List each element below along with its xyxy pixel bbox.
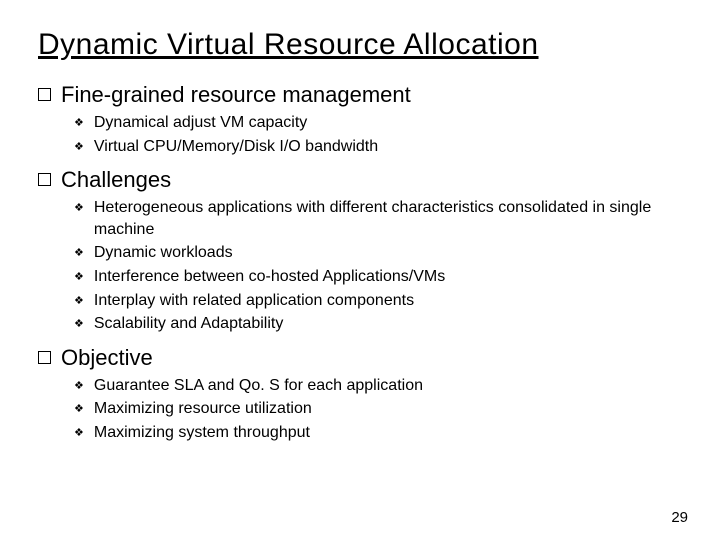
section-heading: Fine-grained resource management (61, 82, 411, 108)
diamond-bullet-icon: ❖ (74, 201, 84, 216)
item-text: Dynamic workloads (94, 242, 233, 264)
sub-list: ❖ Guarantee SLA and Qo. S for each appli… (74, 375, 682, 444)
square-bullet-icon (38, 173, 51, 186)
item-text: Maximizing resource utilization (94, 398, 312, 420)
diamond-bullet-icon: ❖ (74, 116, 84, 131)
item-text: Scalability and Adaptability (94, 313, 283, 335)
section-0: Fine-grained resource management ❖ Dynam… (38, 82, 682, 157)
section-header: Objective (38, 345, 682, 371)
item-text: Interference between co-hosted Applicati… (94, 266, 445, 288)
item-text: Dynamical adjust VM capacity (94, 112, 307, 134)
diamond-bullet-icon: ❖ (74, 246, 84, 261)
list-item: ❖ Maximizing resource utilization (74, 398, 682, 420)
list-item: ❖ Guarantee SLA and Qo. S for each appli… (74, 375, 682, 397)
list-item: ❖ Virtual CPU/Memory/Disk I/O bandwidth (74, 136, 682, 158)
sub-list: ❖ Heterogeneous applications with differ… (74, 197, 682, 335)
list-item: ❖ Dynamic workloads (74, 242, 682, 264)
square-bullet-icon (38, 88, 51, 101)
item-text: Heterogeneous applications with differen… (94, 197, 682, 240)
item-text: Guarantee SLA and Qo. S for each applica… (94, 375, 423, 397)
section-heading: Challenges (61, 167, 171, 193)
list-item: ❖ Scalability and Adaptability (74, 313, 682, 335)
slide-title: Dynamic Virtual Resource Allocation (38, 28, 682, 62)
diamond-bullet-icon: ❖ (74, 294, 84, 309)
section-header: Challenges (38, 167, 682, 193)
section-header: Fine-grained resource management (38, 82, 682, 108)
section-2: Objective ❖ Guarantee SLA and Qo. S for … (38, 345, 682, 444)
square-bullet-icon (38, 351, 51, 364)
item-text: Virtual CPU/Memory/Disk I/O bandwidth (94, 136, 378, 158)
item-text: Maximizing system throughput (94, 422, 310, 444)
diamond-bullet-icon: ❖ (74, 270, 84, 285)
list-item: ❖ Heterogeneous applications with differ… (74, 197, 682, 240)
diamond-bullet-icon: ❖ (74, 426, 84, 441)
list-item: ❖ Maximizing system throughput (74, 422, 682, 444)
list-item: ❖ Interplay with related application com… (74, 290, 682, 312)
diamond-bullet-icon: ❖ (74, 402, 84, 417)
diamond-bullet-icon: ❖ (74, 317, 84, 332)
section-heading: Objective (61, 345, 153, 371)
item-text: Interplay with related application compo… (94, 290, 414, 312)
section-1: Challenges ❖ Heterogeneous applications … (38, 167, 682, 335)
sub-list: ❖ Dynamical adjust VM capacity ❖ Virtual… (74, 112, 682, 157)
list-item: ❖ Dynamical adjust VM capacity (74, 112, 682, 134)
list-item: ❖ Interference between co-hosted Applica… (74, 266, 682, 288)
diamond-bullet-icon: ❖ (74, 379, 84, 394)
diamond-bullet-icon: ❖ (74, 140, 84, 155)
page-number: 29 (671, 509, 688, 526)
